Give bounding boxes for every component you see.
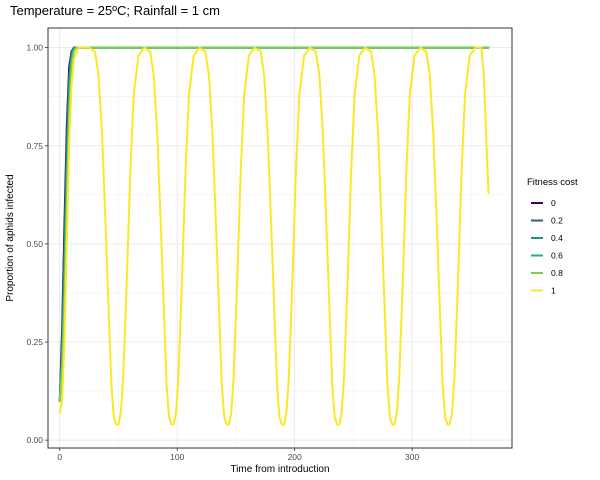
series-line-1 (58, 46, 490, 426)
legend-items: 0 0.2 0.4 0.6 0.8 1 (531, 198, 563, 296)
chart-title: Temperature = 25ºC; Rainfall = 1 cm (10, 3, 220, 18)
y-tick-label: 1.00 (26, 43, 43, 53)
legend-label-0-8: 0.8 (551, 268, 563, 278)
plot-panel (48, 28, 512, 448)
y-axis-ticks: 0.00 0.25 0.50 0.75 1.00 (26, 43, 48, 445)
y-tick-label: 0.25 (26, 337, 43, 347)
y-tick-label: 0.00 (26, 435, 43, 445)
x-tick-label: 0 (57, 452, 62, 462)
legend-label-1: 1 (551, 286, 556, 296)
legend-label-0: 0 (551, 198, 556, 208)
x-tick-label: 200 (288, 452, 302, 462)
x-tick-label: 100 (170, 452, 184, 462)
series-lines (58, 46, 490, 426)
y-axis-title: Proportion of aphids infected (5, 174, 16, 301)
legend-label-0-4: 0.4 (551, 233, 563, 243)
legend-label-0-2: 0.2 (551, 216, 563, 226)
y-tick-label: 0.75 (26, 141, 43, 151)
y-tick-label: 0.50 (26, 239, 43, 249)
plot-area: 0 100 200 300 0.00 0.25 0.50 0.75 1.00 (26, 27, 513, 462)
x-axis-title: Time from introduction (230, 464, 329, 475)
x-tick-label: 300 (405, 452, 419, 462)
x-axis-ticks: 0 100 200 300 (57, 448, 420, 462)
plot-border (47, 27, 513, 449)
legend-label-0-6: 0.6 (551, 251, 563, 261)
legend: Fitness cost 0 0.2 0.4 0.6 0.8 1 (527, 177, 578, 296)
legend-title: Fitness cost (527, 177, 578, 188)
